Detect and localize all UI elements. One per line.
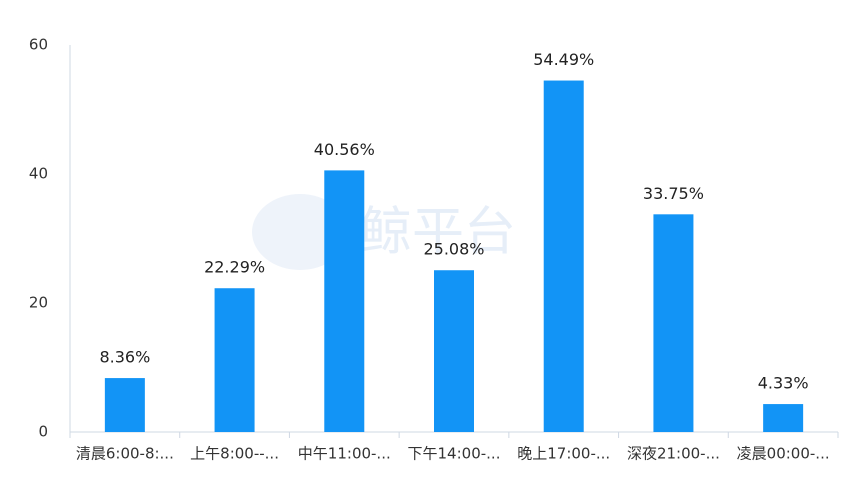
x-tick-label: 上午8:00--... (190, 445, 279, 463)
value-label: 54.49% (533, 50, 594, 69)
y-tick-label: 60 (29, 36, 48, 54)
watermark: 鲸平台 (252, 194, 516, 270)
y-tick-label: 40 (29, 165, 48, 183)
x-tick-label: 深夜21:00-... (627, 445, 720, 463)
value-label: 22.29% (204, 258, 265, 277)
bar (214, 288, 255, 432)
x-tick-label: 中午11:00-... (298, 445, 391, 463)
value-label: 40.56% (314, 140, 375, 159)
x-tick-label: 凌晨00:00-... (737, 445, 830, 463)
watermark-text: 鲸平台 (360, 203, 516, 263)
value-label: 33.75% (643, 184, 704, 203)
bar (653, 214, 694, 432)
bar (763, 404, 804, 432)
bar (543, 80, 584, 433)
value-label: 4.33% (758, 374, 809, 393)
x-tick-label: 晚上17:00-... (517, 445, 610, 463)
y-tick-label: 20 (29, 294, 48, 312)
watermark-logo (252, 194, 348, 270)
bar (104, 378, 145, 432)
x-tick-label: 清晨6:00-8:... (76, 445, 174, 463)
y-tick-label: 0 (38, 423, 48, 441)
value-label: 8.36% (99, 348, 150, 367)
x-tick-label: 下午14:00-... (408, 445, 501, 463)
bar (324, 170, 365, 432)
bar (434, 270, 474, 432)
value-label: 25.08% (423, 240, 484, 259)
